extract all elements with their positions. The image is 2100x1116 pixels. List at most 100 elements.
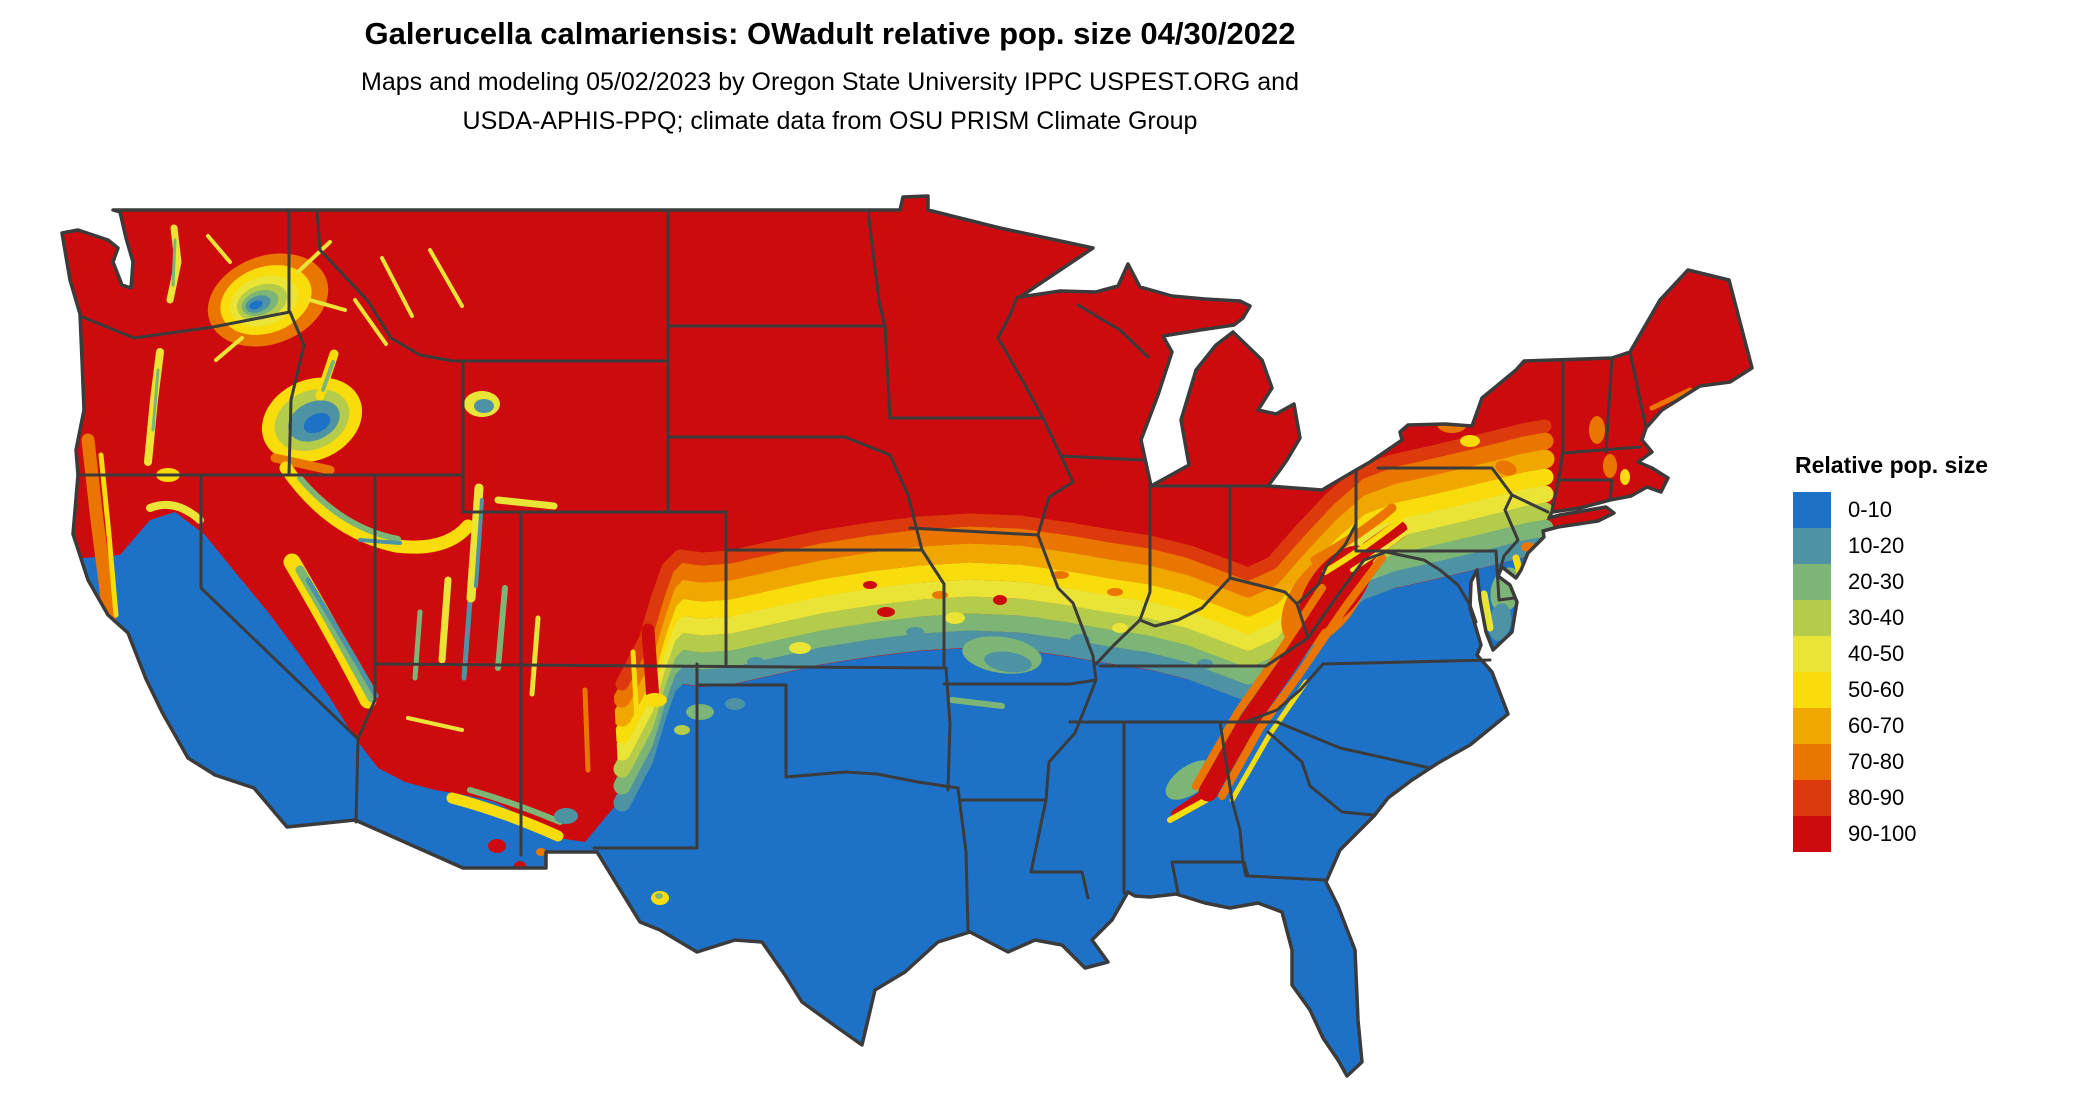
terrain-feature bbox=[1112, 623, 1128, 633]
state-border bbox=[1384, 550, 1478, 624]
legend-label: 40-50 bbox=[1848, 641, 1905, 666]
terrain-feature bbox=[1218, 554, 1386, 800]
terrain-feature bbox=[582, 687, 591, 773]
terrain-feature bbox=[906, 627, 924, 637]
terrain-feature bbox=[146, 501, 204, 524]
terrain-feature bbox=[655, 893, 663, 899]
legend-swatch bbox=[1793, 672, 1831, 708]
terrain-feature bbox=[630, 649, 640, 723]
legend-item: 50-60 bbox=[1793, 672, 2093, 708]
terrain-feature bbox=[495, 585, 508, 671]
terrain-feature bbox=[297, 475, 401, 542]
legend-item: 0-10 bbox=[1793, 492, 2093, 528]
state-border bbox=[1029, 870, 1090, 900]
terrain-feature bbox=[438, 576, 452, 664]
state-border bbox=[1510, 493, 1550, 514]
terrain-feature bbox=[1460, 435, 1480, 447]
terrain-feature bbox=[488, 839, 506, 853]
state-border bbox=[1264, 636, 1310, 668]
legend-label: 50-60 bbox=[1848, 677, 1905, 702]
terrain-feature bbox=[725, 698, 745, 710]
legend-swatch bbox=[1793, 708, 1831, 744]
terrain-feature bbox=[834, 629, 850, 639]
state-border bbox=[1550, 476, 1561, 512]
legend-item: 90-100 bbox=[1793, 816, 2093, 852]
transition-band bbox=[612, 449, 1555, 727]
state-border bbox=[866, 208, 892, 420]
state-border bbox=[199, 473, 360, 824]
state-border bbox=[1561, 445, 1642, 455]
state-border bbox=[78, 310, 292, 340]
terrain-feature bbox=[1107, 588, 1123, 596]
terrain-feature bbox=[353, 298, 388, 346]
terrain-feature bbox=[1488, 603, 1512, 641]
legend-item: 10-20 bbox=[1793, 528, 2093, 564]
terrain-feature bbox=[412, 609, 423, 681]
terrain-feature bbox=[446, 792, 564, 842]
terrain-feature bbox=[380, 256, 414, 318]
legend-swatch bbox=[1793, 744, 1831, 780]
legend-swatch bbox=[1793, 528, 1831, 564]
legend-label: 60-70 bbox=[1848, 713, 1905, 738]
legend-label: 30-40 bbox=[1848, 605, 1905, 630]
state-border bbox=[944, 666, 952, 792]
terrain-feature bbox=[1322, 517, 1403, 575]
terrain-feature bbox=[474, 399, 494, 413]
transition-band bbox=[613, 468, 1554, 744]
terrain-feature bbox=[308, 298, 347, 312]
transition-band bbox=[615, 419, 1552, 691]
terrain-feature bbox=[949, 697, 1005, 709]
terrain-feature bbox=[1051, 571, 1069, 579]
state-border bbox=[996, 336, 1098, 874]
state-border bbox=[1266, 730, 1375, 817]
state-border bbox=[356, 662, 377, 741]
state-border bbox=[696, 683, 960, 790]
terrain-feature bbox=[536, 848, 546, 856]
terrain-feature bbox=[789, 642, 811, 654]
terrain-feature bbox=[321, 360, 335, 392]
terrain-feature bbox=[303, 412, 331, 434]
map-subtitle-line2: USDA-APHIS-PPQ; climate data from OSU PR… bbox=[462, 107, 1198, 135]
state-border bbox=[1306, 550, 1388, 640]
legend-label: 80-90 bbox=[1848, 785, 1905, 810]
state-border bbox=[1604, 356, 1614, 454]
terrain-feature bbox=[529, 615, 541, 697]
terrain-feature bbox=[686, 704, 714, 720]
legend: Relative pop. size 0-10 10-20 20-30 30-40 40… bbox=[1793, 452, 2093, 852]
legend-item: 60-70 bbox=[1793, 708, 2093, 744]
terrain-feature bbox=[296, 240, 332, 274]
transition-band bbox=[613, 432, 1554, 708]
legend-item: 40-50 bbox=[1793, 636, 2093, 672]
legend-label: 90-100 bbox=[1848, 821, 1917, 846]
terrain-feature bbox=[932, 591, 948, 599]
state-border bbox=[956, 786, 970, 932]
legend-item: 80-90 bbox=[1793, 780, 2093, 816]
state-border bbox=[373, 662, 945, 670]
state-border bbox=[996, 295, 1019, 340]
terrain-feature bbox=[643, 693, 667, 707]
terrain-feature bbox=[863, 581, 877, 589]
legend-label: 70-80 bbox=[1848, 749, 1905, 774]
legend-swatch bbox=[1793, 564, 1831, 600]
terrain-feature bbox=[305, 577, 379, 699]
state-border bbox=[942, 678, 1098, 686]
legend-swatch bbox=[1793, 780, 1831, 816]
terrain-feature bbox=[1589, 416, 1605, 444]
terrain-feature bbox=[171, 238, 177, 287]
legend-swatch bbox=[1793, 492, 1831, 528]
terrain-feature bbox=[1649, 387, 1693, 411]
state-border bbox=[1628, 350, 1648, 430]
state-border bbox=[592, 662, 699, 850]
terrain-feature bbox=[993, 595, 1007, 605]
terrain-feature bbox=[406, 716, 464, 732]
legend-item: 30-40 bbox=[1793, 600, 2093, 636]
legend-swatch bbox=[1793, 816, 1831, 852]
state-border bbox=[1295, 522, 1358, 606]
legend-title: Relative pop. size bbox=[1795, 452, 1989, 478]
legend-items: 0-10 10-20 20-30 30-40 40-50 50-60 60-70 70-80 8… bbox=[1793, 492, 2093, 852]
legend-label: 10-20 bbox=[1848, 533, 1905, 558]
terrain-feature bbox=[474, 498, 484, 588]
terrain-feature bbox=[270, 453, 335, 475]
